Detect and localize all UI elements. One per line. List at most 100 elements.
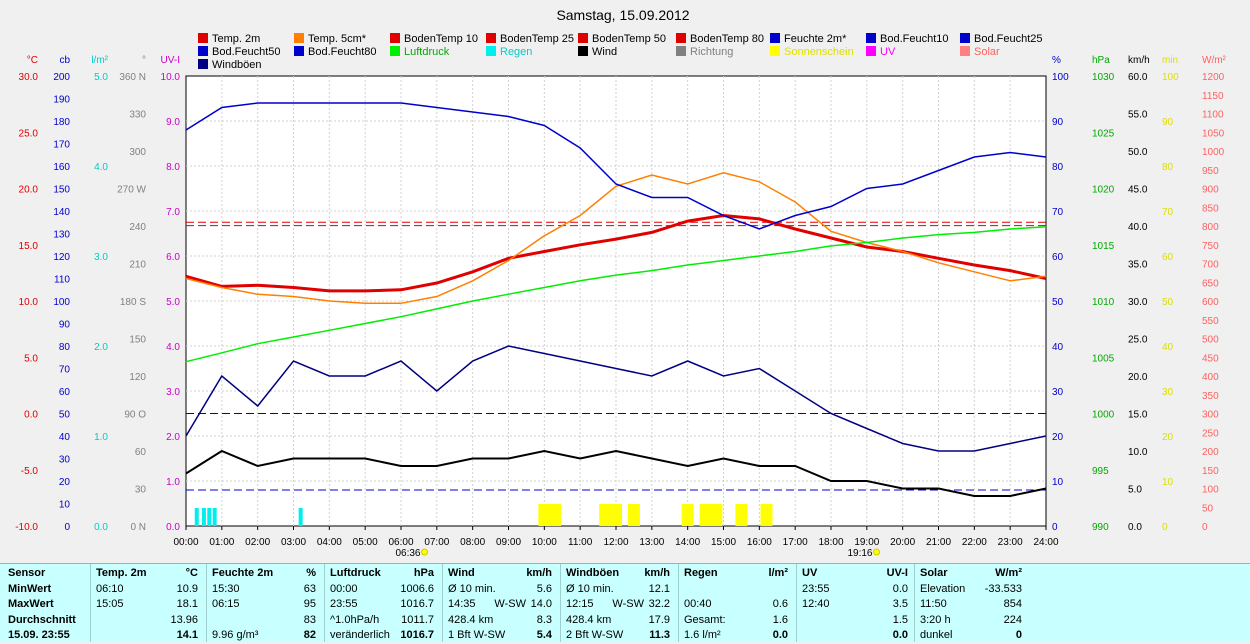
- rain-bars: [194, 508, 303, 526]
- stat-cell: W/m²: [995, 567, 1022, 579]
- stats-panel: Sensor MinWert MaxWert Durchschnitt 15.09. 2…: [0, 563, 1250, 642]
- legend-swatch: [676, 33, 686, 43]
- left-axis-tick: 180: [53, 117, 70, 128]
- left-axis-tick: 70: [59, 365, 71, 376]
- right-axis-unit: W/m²: [1202, 55, 1227, 66]
- right-axis-tick: 0.0: [1128, 522, 1142, 533]
- stat-cell: km/h: [526, 567, 552, 579]
- left-axis-tick: 190: [53, 95, 70, 106]
- legend-item: Richtung: [676, 46, 733, 58]
- right-axis-tick: 600: [1202, 297, 1219, 308]
- stats-solar-a: Solar Elevation 11:50 3:20 h dunkel: [920, 566, 980, 644]
- left-axis-tick: 2.0: [166, 432, 180, 443]
- right-axis-tick: 100: [1202, 485, 1219, 496]
- x-axis-tick: 22:00: [962, 537, 987, 548]
- right-axis-tick: 100: [1162, 72, 1179, 83]
- right-axis-unit: %: [1052, 55, 1061, 66]
- right-axis-tick: 60: [1162, 252, 1174, 263]
- stat-cell: 00:00: [330, 582, 358, 595]
- right-axis-tick: 450: [1202, 353, 1219, 364]
- legend-label: Solar: [974, 46, 1000, 58]
- stat-cell: 63: [303, 582, 316, 595]
- left-axis-tick: 130: [53, 230, 70, 241]
- stat-cell: 23:55: [330, 598, 358, 610]
- stat-cell: MinWert: [8, 582, 52, 595]
- stat-cell: 1016.7: [400, 598, 434, 610]
- stat-cell: 17.9: [648, 613, 670, 626]
- stats-regen-a: Regen 00:40 Gesamt: 1.6 l/m²: [684, 566, 744, 644]
- stat-cell: 9.96 g/m³: [212, 629, 259, 641]
- right-axis-tick: 1005: [1092, 353, 1115, 364]
- legend-swatch: [294, 46, 304, 56]
- x-axis-tick: 18:00: [818, 537, 843, 548]
- stats-separator: [560, 564, 561, 642]
- left-axis-tick: 8.0: [166, 162, 180, 173]
- stat-cell: 1011.7: [401, 613, 434, 626]
- x-axis-tick: 07:00: [424, 537, 449, 548]
- stat-cell: [750, 582, 788, 598]
- stat-cell: W-SW: [612, 598, 644, 610]
- stat-cell: 82: [303, 629, 316, 641]
- x-axis-tick: 14:00: [675, 537, 700, 548]
- legend-label: Luftdruck: [404, 46, 450, 58]
- left-axis-tick: 90: [59, 320, 71, 331]
- stat-cell: l/m²: [768, 567, 788, 579]
- right-axis-tick: 10: [1162, 477, 1174, 488]
- right-axis-tick: 1030: [1092, 72, 1115, 83]
- sunshine-bar: [627, 504, 640, 526]
- stats-feuchte-val: % 63 95 83 82: [272, 566, 316, 644]
- stat-cell: 0.0: [892, 582, 908, 595]
- legend-swatch: [578, 33, 588, 43]
- stat-cell: 14:35: [448, 598, 476, 610]
- right-axis-tick: 40: [1162, 342, 1174, 353]
- right-axis-tick: 30.0: [1128, 297, 1148, 308]
- x-axis-tick: 24:00: [1033, 537, 1058, 548]
- series-line-luftdruck: [185, 225, 1047, 363]
- stat-cell: [96, 613, 156, 629]
- sunset-marker: [873, 548, 881, 556]
- left-axis-tick: 0.0: [166, 522, 180, 533]
- right-axis-tick: 5.0: [1128, 485, 1142, 496]
- series-lines: [185, 102, 1047, 497]
- stat-cell: [684, 582, 744, 598]
- x-axis-tick: 04:00: [317, 537, 342, 548]
- legend-item: BodenTemp 25: [486, 33, 574, 45]
- stat-cell: 1016.7: [400, 629, 434, 641]
- stat-cell: Elevation: [920, 582, 966, 595]
- right-axis-tick: 990: [1092, 522, 1109, 533]
- right-axis-tick: 20: [1162, 432, 1174, 443]
- right-axis-tick: 0: [1162, 522, 1168, 533]
- right-axis-tick: 20: [1052, 432, 1064, 443]
- right-axis-tick: 25.0: [1128, 335, 1148, 346]
- stat-cell: 3.5: [892, 598, 908, 610]
- legend-item: Bod.Feucht25: [960, 33, 1043, 45]
- series-line-windb-en: [185, 345, 1047, 452]
- x-axis-tick: 01:00: [209, 537, 234, 548]
- stat-cell: 15:30: [212, 582, 240, 595]
- legend-swatch: [390, 46, 400, 56]
- sunshine-bar: [610, 504, 622, 526]
- right-axis-tick: 350: [1202, 391, 1219, 402]
- legend-swatch: [960, 46, 970, 56]
- right-axis-tick: 50: [1202, 503, 1214, 514]
- sunshine-bar: [710, 504, 723, 526]
- right-axis-tick: 55.0: [1128, 110, 1148, 121]
- legend-label: Bod.Feucht10: [880, 33, 949, 45]
- left-axis-tick: -5.0: [21, 466, 39, 477]
- x-axis-tick: 19:00: [854, 537, 879, 548]
- stat-cell: 12.1: [648, 582, 670, 595]
- x-axis-tick: 03:00: [281, 537, 306, 548]
- left-axis-tick: 180 S: [120, 297, 146, 308]
- right-axis-tick: 250: [1202, 428, 1219, 439]
- stat-cell: Ø 10 min.: [566, 582, 614, 595]
- stats-temp-val: °C 10.9 18.1 13.96 14.1: [156, 566, 198, 644]
- right-axis-tick: 800: [1202, 222, 1219, 233]
- rain-bar: [212, 508, 217, 526]
- stat-cell: 1.6 l/m²: [684, 629, 721, 641]
- legend-label: Feuchte 2m*: [784, 33, 847, 45]
- x-axis-tick: 00:00: [173, 537, 198, 548]
- stats-feuchte-time: Feuchte 2m 15:30 06:15 9.96 g/m³: [212, 566, 273, 644]
- legend-item: Wind: [578, 46, 617, 58]
- left-axis-tick: 100: [53, 297, 70, 308]
- rain-bar: [194, 508, 199, 526]
